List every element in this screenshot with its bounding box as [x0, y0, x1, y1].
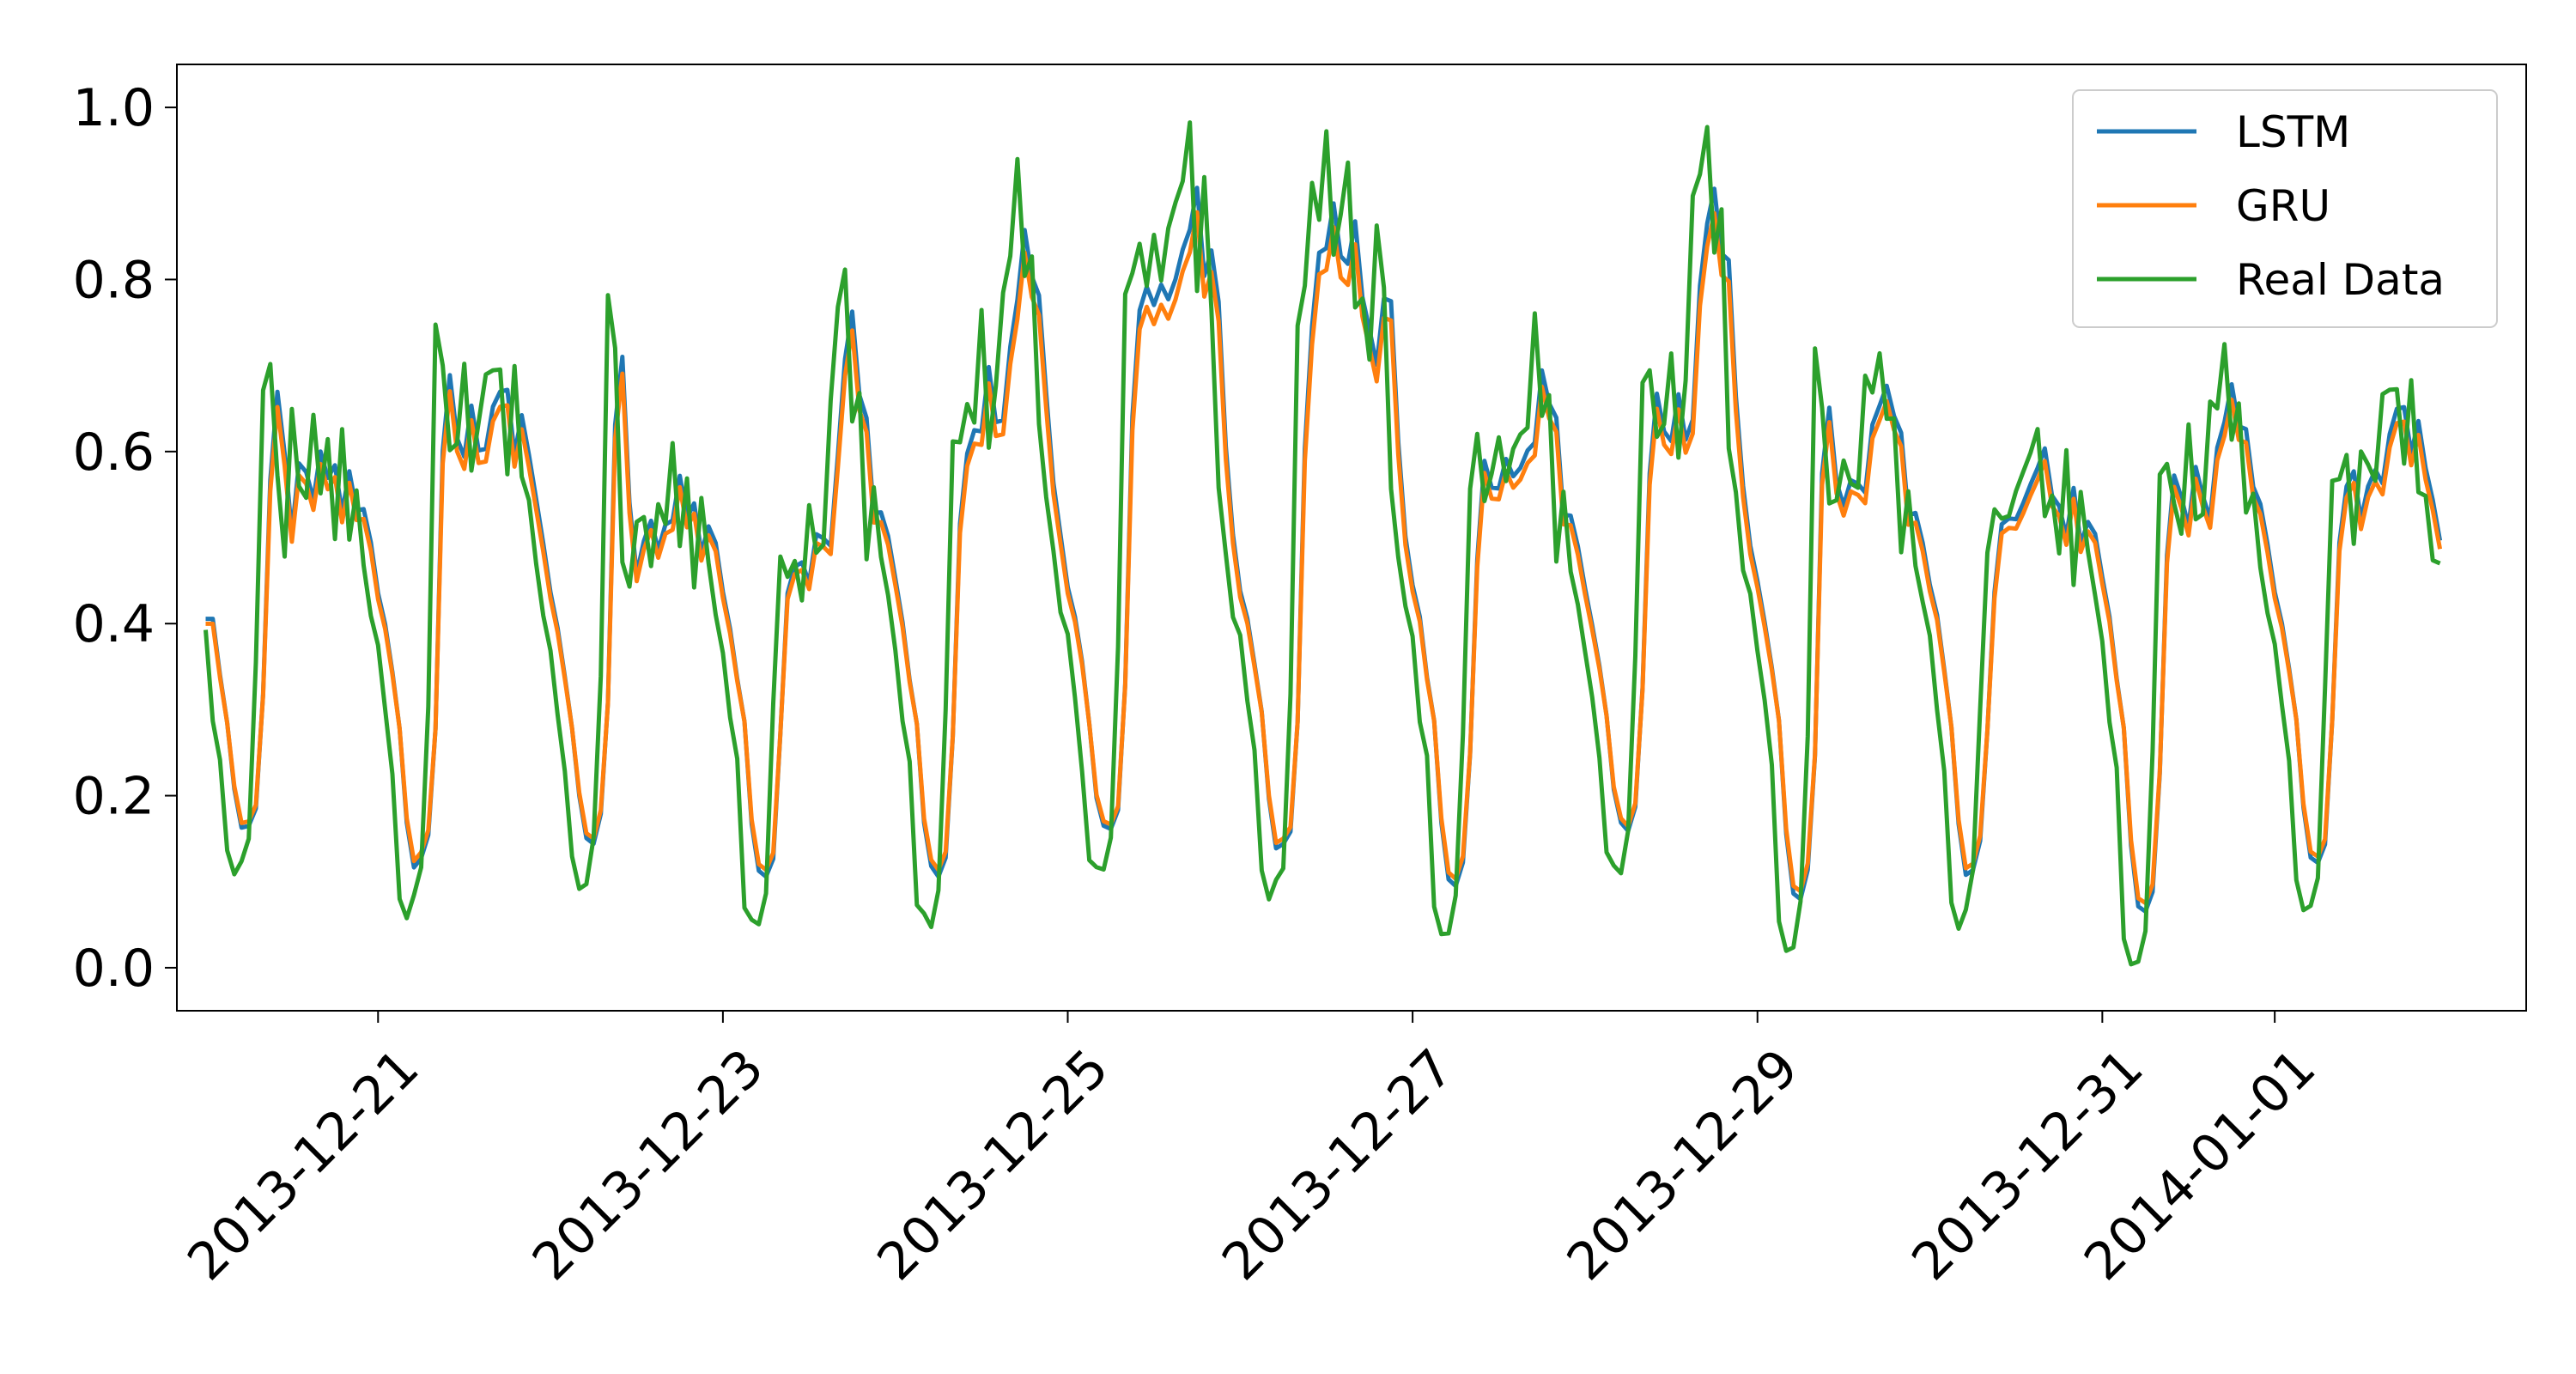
series-line-gru	[205, 210, 2443, 906]
y-tick-label: 0.2	[73, 767, 155, 827]
y-tick-label: 0.8	[73, 250, 155, 310]
x-tick-label: 2013-12-23	[521, 1038, 775, 1292]
series-line-real-data	[204, 120, 2441, 967]
x-tick-label: 2013-12-25	[866, 1038, 1121, 1292]
legend: LSTM GRU Real Data	[2072, 89, 2498, 328]
legend-label: Real Data	[2236, 255, 2445, 305]
legend-label: LSTM	[2236, 107, 2350, 157]
x-tick-label: 2013-12-27	[1211, 1038, 1465, 1292]
x-axis: 2013-12-21 2013-12-23 2013-12-25 2013-12-27…	[176, 1011, 2327, 1292]
y-tick-label: 0.0	[73, 939, 155, 999]
x-tick-label: 2013-12-29	[1556, 1038, 1810, 1292]
plot-frame	[176, 64, 2527, 1012]
series-layer	[204, 120, 2443, 967]
x-tick-label: 2013-12-21	[176, 1038, 430, 1292]
y-tick-label: 0.6	[73, 423, 155, 483]
legend-label: GRU	[2236, 181, 2330, 231]
y-tick-label: 1.0	[73, 78, 155, 138]
legend-box	[2072, 89, 2498, 328]
y-axis: 0.0 0.2 0.4 0.6 0.8 1.0	[73, 78, 177, 999]
y-tick-label: 0.4	[73, 594, 155, 654]
